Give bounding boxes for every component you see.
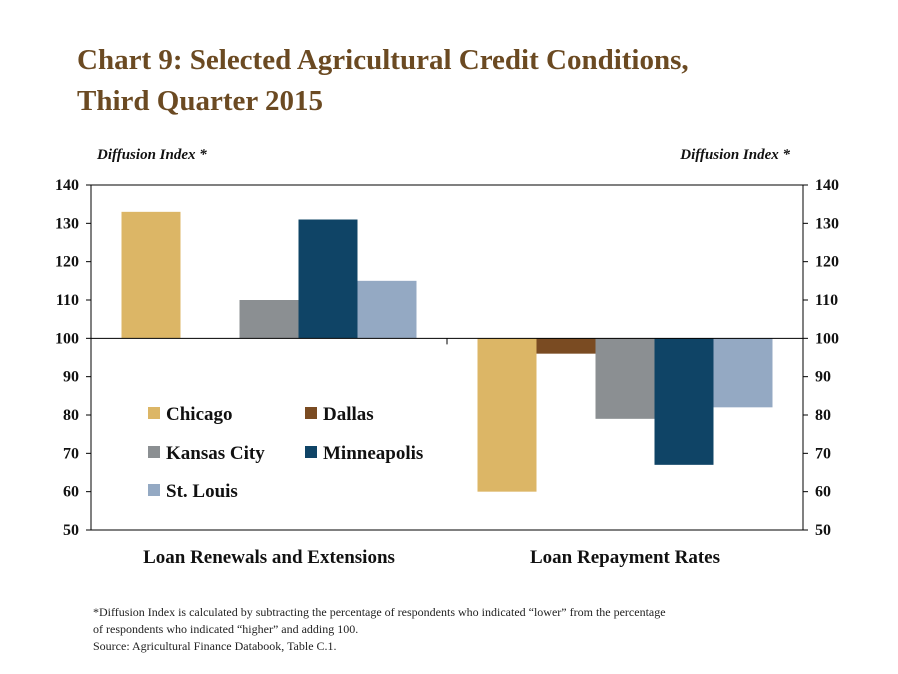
- bar-chart: 50 50 60 60 70 70 80 80 90 90 100 100 110 110 120 120 13…: [55, 177, 839, 568]
- legend-label-minneapolis: Minneapolis: [323, 443, 423, 464]
- right-tick-label: 70: [815, 445, 831, 462]
- category-label: Loan Renewals and Extensions: [143, 547, 395, 568]
- left-tick-label: 110: [56, 292, 79, 309]
- right-tick-label: 60: [815, 484, 831, 501]
- legend-swatch-minneapolis: [305, 446, 317, 458]
- left-tick-label: 90: [63, 369, 79, 386]
- footnote-line1: *Diffusion Index is calculated by subtra…: [93, 605, 666, 619]
- y-axis-right-label: Diffusion Index *: [680, 147, 790, 163]
- left-tick-label: 100: [55, 330, 79, 347]
- left-tick-label: 50: [63, 522, 79, 539]
- right-tick-label: 100: [815, 330, 839, 347]
- bar-kansas-city-1: [239, 300, 299, 339]
- category-label: Loan Repayment Rates: [530, 547, 720, 568]
- y-axis-left-label: Diffusion Index *: [97, 147, 207, 163]
- right-tick-label: 140: [815, 177, 839, 194]
- legend-label-kansas-city: Kansas City: [166, 443, 265, 464]
- chart-title: Chart 9: Selected Agricultural Credit Co…: [77, 40, 877, 122]
- legend-swatch-st-louis: [148, 484, 160, 496]
- left-tick-label: 70: [63, 445, 79, 462]
- bar-st-louis-1: [357, 280, 417, 339]
- right-tick-label: 130: [815, 215, 839, 232]
- chart-title-line2: Third Quarter 2015: [77, 85, 323, 117]
- legend-label-dallas: Dallas: [323, 404, 374, 425]
- bar-dallas-2: [536, 338, 596, 354]
- legend-label-chicago: Chicago: [166, 404, 233, 425]
- left-tick-label: 140: [55, 177, 79, 194]
- footnote-line2: of respondents who indicated “higher” an…: [93, 622, 359, 636]
- right-tick-label: 110: [815, 292, 838, 309]
- bar-kansas-city-2: [595, 338, 655, 419]
- left-tick-label: 130: [55, 215, 79, 232]
- source-note: Source: Agricultural Finance Databook, T…: [93, 639, 337, 653]
- legend-swatch-dallas: [305, 407, 317, 419]
- bar-chicago-2: [477, 338, 537, 492]
- legend-swatch-chicago: [148, 407, 160, 419]
- legend-swatch-kansas-city: [148, 446, 160, 458]
- right-tick-label: 50: [815, 522, 831, 539]
- left-tick-label: 60: [63, 484, 79, 501]
- right-tick-label: 90: [815, 369, 831, 386]
- bar-chicago-1: [121, 211, 181, 339]
- right-tick-label: 120: [815, 254, 839, 271]
- footnote: *Diffusion Index is calculated by subtra…: [93, 604, 813, 655]
- left-tick-label: 80: [63, 407, 79, 424]
- bar-st-louis-2: [713, 338, 773, 408]
- legend-label-st-louis: St. Louis: [166, 481, 238, 502]
- chart-title-line1: Chart 9: Selected Agricultural Credit Co…: [77, 44, 689, 76]
- bar-minneapolis-2: [654, 338, 714, 465]
- right-tick-label: 80: [815, 407, 831, 424]
- left-tick-label: 120: [55, 254, 79, 271]
- bar-minneapolis-1: [298, 219, 358, 339]
